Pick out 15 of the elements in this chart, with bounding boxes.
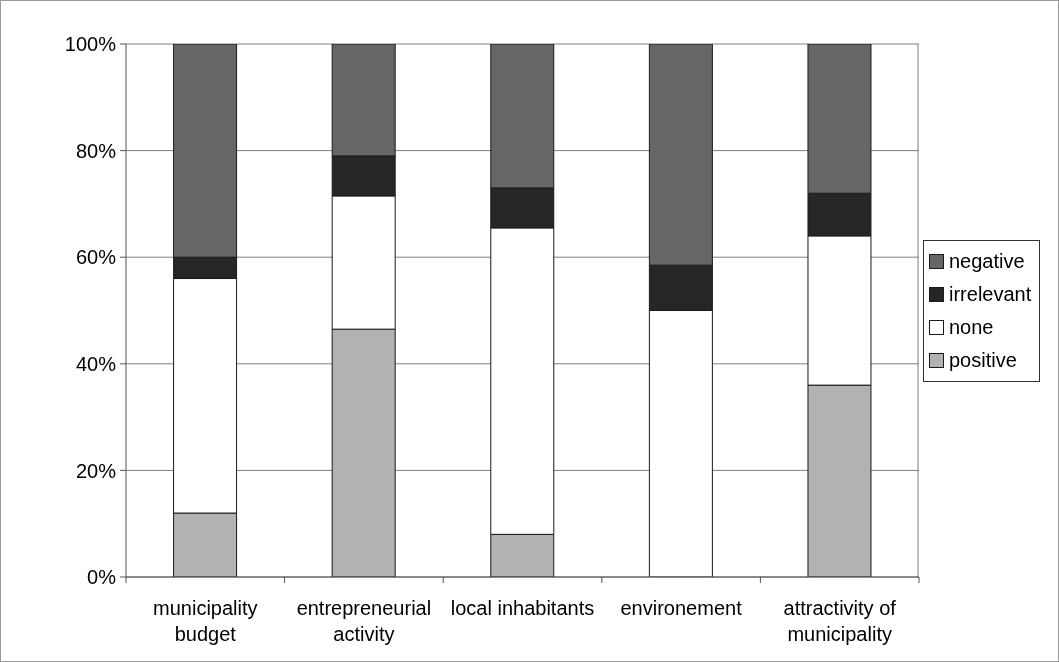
y-tick-label: 60%: [75, 246, 117, 269]
x-tick-label: entrepreneurial activity: [296, 597, 432, 645]
y-tick-label: 20%: [75, 459, 117, 482]
x-tick-label: attractivity of municipality: [783, 597, 897, 645]
legend-label: positive: [949, 347, 1017, 373]
x-tick-label: municipality budget: [153, 597, 258, 645]
y-tick-label: 80%: [75, 139, 117, 162]
x-tick-label: local inhabitants: [450, 597, 595, 619]
y-tick-label: 100%: [64, 33, 117, 56]
y-tick-label: 40%: [75, 352, 117, 375]
legend-label: negative: [949, 248, 1025, 274]
x-tick-label: environement: [620, 597, 743, 619]
legend-label: irrelevant: [949, 281, 1032, 307]
y-tick-label: 0%: [87, 566, 117, 589]
legend-label: none: [949, 314, 994, 340]
